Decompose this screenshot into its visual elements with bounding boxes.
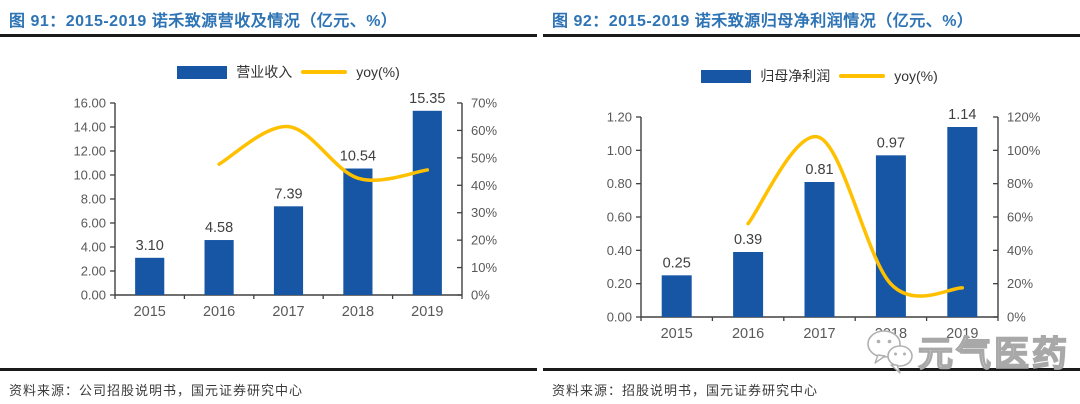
chart-legend: 归母净利润 yoy(%) — [641, 68, 998, 84]
svg-text:0.40: 0.40 — [607, 243, 632, 258]
svg-text:60%: 60% — [471, 123, 497, 138]
svg-text:0%: 0% — [471, 288, 490, 303]
svg-text:0.80: 0.80 — [607, 176, 632, 191]
svg-text:2018: 2018 — [875, 326, 907, 342]
chart-area: 0.00 2.00 4.00 6.00 8.00 10.00 12.00 14.00 16.00… — [0, 40, 537, 368]
svg-text:20%: 20% — [1007, 276, 1033, 291]
svg-text:4.00: 4.00 — [81, 240, 106, 255]
svg-text:120%: 120% — [1007, 110, 1041, 125]
svg-text:2016: 2016 — [203, 304, 235, 320]
svg-text:3.10: 3.10 — [136, 238, 164, 254]
svg-text:2015: 2015 — [661, 326, 693, 342]
svg-text:4.58: 4.58 — [205, 220, 233, 236]
svg-text:2019: 2019 — [411, 304, 443, 320]
svg-text:70%: 70% — [471, 96, 497, 111]
line-series-label: yoy(%) — [356, 64, 400, 80]
svg-text:1.00: 1.00 — [607, 143, 632, 158]
svg-text:0.20: 0.20 — [607, 276, 632, 291]
svg-text:50%: 50% — [471, 150, 497, 165]
svg-text:0.60: 0.60 — [607, 210, 632, 225]
svg-text:0.97: 0.97 — [877, 135, 905, 151]
source-note: 资料来源：公司招股说明书，国元证券研究中心 — [0, 368, 537, 404]
figure-title: 图 92：2015-2019 诺禾致源归母净利润情况（亿元、%） — [543, 0, 1080, 37]
svg-text:16.00: 16.00 — [73, 96, 106, 111]
svg-text:2015: 2015 — [134, 304, 166, 320]
figure-91: 图 91：2015-2019 诺禾致源营收及情况（亿元、%） 0.00 2.00 4… — [0, 0, 537, 404]
line-series-swatch — [839, 74, 886, 78]
svg-text:10%: 10% — [471, 260, 497, 275]
svg-text:40%: 40% — [471, 178, 497, 193]
svg-text:2016: 2016 — [732, 326, 764, 342]
svg-text:1.20: 1.20 — [607, 110, 632, 125]
bar-series-label: 营业收入 — [236, 64, 293, 80]
svg-text:0.00: 0.00 — [607, 310, 632, 325]
svg-text:10.00: 10.00 — [73, 168, 106, 183]
bar-series-swatch — [177, 65, 228, 79]
svg-text:6.00: 6.00 — [81, 216, 106, 231]
source-note: 资料来源：招股说明书，国元证券研究中心 — [543, 368, 1080, 404]
svg-text:2019: 2019 — [946, 326, 978, 342]
svg-text:2018: 2018 — [342, 304, 374, 320]
bar-series-label: 归母净利润 — [760, 68, 831, 84]
chart-legend: 营业收入 yoy(%) — [115, 64, 462, 80]
svg-text:7.39: 7.39 — [274, 186, 302, 202]
svg-text:40%: 40% — [1007, 243, 1033, 258]
svg-text:14.00: 14.00 — [73, 120, 106, 135]
svg-text:0.39: 0.39 — [734, 232, 762, 248]
figure-title: 图 91：2015-2019 诺禾致源营收及情况（亿元、%） — [0, 0, 537, 37]
chart-area: 0.00 0.20 0.40 0.60 0.80 1.00 1.20 0% 20% 40% 60% 8… — [543, 40, 1080, 368]
svg-text:60%: 60% — [1007, 210, 1033, 225]
svg-text:15.35: 15.35 — [409, 91, 445, 107]
svg-text:100%: 100% — [1007, 143, 1041, 158]
net-profit-combo-chart: 0.00 0.20 0.40 0.60 0.80 1.00 1.20 0% 20% 40% 60% 8… — [607, 107, 1041, 342]
svg-text:0.00: 0.00 — [81, 288, 106, 303]
svg-text:2017: 2017 — [803, 326, 835, 342]
svg-text:0%: 0% — [1007, 310, 1026, 325]
line-series-label: yoy(%) — [894, 68, 938, 84]
svg-text:1.14: 1.14 — [948, 107, 976, 123]
svg-text:30%: 30% — [471, 205, 497, 220]
svg-text:2017: 2017 — [272, 304, 304, 320]
svg-text:20%: 20% — [471, 233, 497, 248]
bar-series-swatch — [701, 69, 752, 83]
svg-text:80%: 80% — [1007, 176, 1033, 191]
svg-text:0.25: 0.25 — [663, 255, 691, 271]
svg-text:0.81: 0.81 — [805, 162, 833, 178]
svg-text:12.00: 12.00 — [73, 144, 106, 159]
figure-92: 图 92：2015-2019 诺禾致源归母净利润情况（亿元、%） 0.00 0.2… — [543, 0, 1080, 404]
line-series-swatch — [301, 70, 348, 74]
revenue-combo-chart: 0.00 2.00 4.00 6.00 8.00 10.00 12.00 14.00 16.00… — [73, 91, 497, 320]
svg-text:8.00: 8.00 — [81, 192, 106, 207]
svg-text:10.54: 10.54 — [340, 149, 376, 165]
svg-text:2.00: 2.00 — [81, 264, 106, 279]
